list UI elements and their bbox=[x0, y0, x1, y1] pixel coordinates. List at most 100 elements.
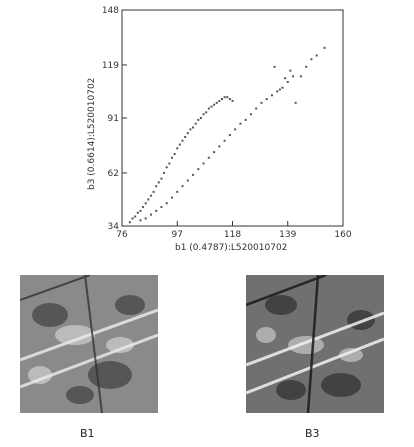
scatter-point bbox=[176, 190, 179, 193]
scatter-point bbox=[144, 202, 147, 205]
x-tick-label: 76 bbox=[116, 230, 128, 240]
x-tick-label: 97 bbox=[172, 230, 183, 240]
scatter-point bbox=[142, 206, 145, 209]
scatter-point bbox=[305, 65, 308, 68]
scatter-point bbox=[176, 147, 179, 150]
scatter-point bbox=[134, 215, 137, 218]
scatter-point bbox=[286, 81, 289, 83]
scatter-point bbox=[192, 126, 195, 129]
scatter-point bbox=[170, 156, 173, 159]
scatter-point bbox=[152, 190, 155, 193]
scatter-point bbox=[265, 98, 268, 101]
x-tick-label: 118 bbox=[224, 230, 241, 240]
scatter-point bbox=[136, 211, 139, 214]
scatter-point bbox=[202, 162, 205, 165]
scatter-point bbox=[149, 213, 152, 216]
scatter-point bbox=[160, 206, 163, 209]
scatter-point bbox=[139, 219, 142, 222]
scatter-point bbox=[260, 101, 263, 104]
scatter-point bbox=[170, 196, 173, 199]
scatter-point bbox=[207, 156, 210, 159]
scatter-point bbox=[223, 96, 226, 99]
b3-image bbox=[246, 275, 384, 413]
y-axis-ticks: 34 62 91 119 148 bbox=[102, 6, 127, 232]
scatter-point bbox=[186, 132, 189, 135]
scatter-point bbox=[228, 98, 231, 101]
scatter-point bbox=[197, 168, 200, 171]
scatter-point bbox=[181, 185, 184, 188]
scatter-point bbox=[213, 151, 216, 154]
scatter-point bbox=[207, 107, 210, 110]
scatter-point bbox=[160, 177, 163, 180]
scatter-chart: 76 97 118 139 160 34 62 91 119 148 b1 (0.4787):L… bbox=[87, 6, 352, 253]
scatter-point bbox=[168, 162, 171, 165]
scatter-point bbox=[226, 96, 229, 99]
y-tick-label: 91 bbox=[108, 114, 119, 124]
x-axis-label: b1 (0.4787):L520010702 bbox=[175, 243, 287, 253]
scatter-point bbox=[315, 54, 318, 57]
scatter-point bbox=[299, 75, 302, 78]
scatter-point bbox=[218, 145, 221, 148]
scatter-point bbox=[323, 46, 326, 49]
scatter-point bbox=[213, 103, 216, 106]
scatter-point bbox=[189, 128, 192, 131]
scatter-point bbox=[147, 198, 150, 201]
scatter-point bbox=[281, 86, 284, 89]
scatter-point bbox=[205, 111, 208, 114]
scatter-point bbox=[165, 166, 168, 169]
scatter-point bbox=[139, 209, 142, 212]
scatter-point bbox=[239, 122, 242, 125]
scatter-point bbox=[194, 122, 197, 125]
scatter-point bbox=[234, 128, 237, 131]
scatter-point bbox=[294, 101, 297, 104]
scatter-point bbox=[292, 75, 295, 78]
scatter-point bbox=[276, 90, 279, 93]
y-tick-label: 34 bbox=[108, 222, 120, 232]
scatter-point bbox=[163, 171, 166, 174]
scatter-point bbox=[155, 209, 158, 212]
scatter-point bbox=[184, 135, 187, 138]
scatter-point bbox=[255, 107, 258, 110]
b1-image bbox=[20, 275, 158, 413]
scatter-point bbox=[289, 69, 292, 72]
y-axis-label: b3 (0.6614):L520010702 bbox=[87, 78, 97, 190]
scatter-point bbox=[284, 77, 287, 80]
scatter-point bbox=[249, 113, 252, 116]
scatter-point bbox=[244, 118, 247, 121]
scatter-point bbox=[157, 181, 160, 184]
scatter-point bbox=[278, 88, 281, 91]
scatter-point bbox=[220, 98, 223, 101]
scatter-point bbox=[218, 99, 221, 102]
scatter-point bbox=[210, 105, 213, 108]
x-axis-ticks: 76 97 118 139 160 bbox=[116, 221, 352, 240]
scatter-point bbox=[192, 173, 195, 176]
scatter-point bbox=[186, 179, 189, 182]
y-tick-label: 62 bbox=[108, 169, 119, 179]
b3-caption: B3 bbox=[305, 427, 320, 440]
scatter-point bbox=[131, 217, 134, 220]
scatter-point bbox=[310, 58, 313, 61]
b1-caption: B1 bbox=[80, 427, 95, 440]
scatter-point bbox=[273, 65, 276, 68]
scatter-points bbox=[128, 46, 326, 224]
scatter-point bbox=[128, 221, 131, 224]
scatter-point bbox=[149, 194, 152, 197]
scatter-point bbox=[144, 217, 147, 220]
x-tick-label: 160 bbox=[334, 230, 351, 240]
scatter-point bbox=[223, 139, 226, 142]
scatter-point bbox=[270, 94, 273, 97]
scatter-point bbox=[228, 134, 231, 137]
scatter-point bbox=[178, 143, 181, 146]
y-tick-label: 119 bbox=[102, 61, 119, 71]
scatter-point bbox=[197, 118, 200, 121]
scatter-point bbox=[231, 99, 234, 102]
y-tick-label: 148 bbox=[102, 6, 119, 16]
scatter-point bbox=[215, 101, 218, 104]
scatter-point bbox=[165, 202, 168, 205]
scatter-point bbox=[155, 185, 158, 188]
scatter-point bbox=[173, 153, 176, 155]
x-tick-label: 139 bbox=[279, 230, 296, 240]
scatter-point bbox=[202, 113, 205, 116]
plot-frame bbox=[121, 9, 344, 227]
scatter-point bbox=[181, 139, 184, 142]
